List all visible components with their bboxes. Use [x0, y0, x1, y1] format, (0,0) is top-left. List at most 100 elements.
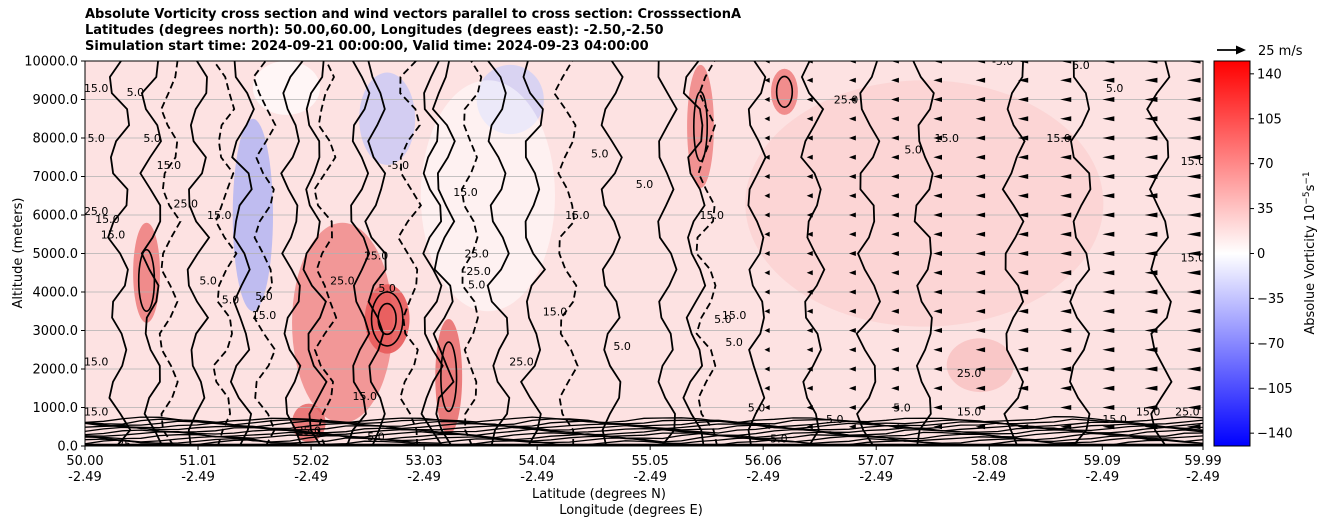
wind-vector — [891, 116, 899, 122]
contour-ring — [137, 248, 156, 313]
contour-label: 5.0 — [826, 413, 844, 426]
contour-label: 5.0 — [613, 340, 631, 353]
wind-vector — [933, 174, 943, 179]
contour-label: 15.0 — [722, 309, 747, 322]
wind-vector — [975, 308, 986, 314]
contour-ring — [377, 302, 397, 336]
wind-vector — [933, 251, 943, 256]
wind-vector — [1186, 251, 1201, 256]
wind-vector — [933, 328, 943, 333]
contour-label: 15.0 — [543, 305, 568, 318]
x-tick-label-latitude: 53.03 — [405, 454, 442, 469]
contour-label: -25.0 — [462, 265, 490, 278]
wind-vector — [891, 289, 899, 295]
wind-vector — [1017, 366, 1029, 372]
colorbar-tick-label: 0 — [1257, 247, 1265, 262]
wind-vector — [933, 154, 943, 160]
wind-vector — [1144, 231, 1158, 237]
wind-vector — [1186, 135, 1201, 141]
contour-ring — [370, 291, 404, 347]
quiver-key-label: 25 m/s — [1258, 44, 1303, 59]
wind-vector — [1017, 231, 1029, 237]
wind-vector — [1060, 385, 1072, 391]
x-tick-label-latitude: 58.08 — [971, 454, 1008, 469]
contour-line — [855, 61, 881, 446]
contour-label: 25.0 — [464, 248, 489, 261]
wind-vector — [806, 366, 813, 372]
contour-label: 15.0 — [101, 228, 126, 241]
contour-label: 25.0 — [834, 94, 859, 107]
contour-label: -5.0 — [388, 159, 409, 172]
wind-vector — [764, 366, 770, 372]
contour-label: 5.0 — [748, 402, 766, 415]
contour-label: 15.0 — [95, 213, 120, 226]
wind-vector — [975, 385, 986, 391]
x-tick-label-longitude: -2.49 — [407, 470, 441, 485]
wind-vector — [1060, 366, 1072, 372]
contour-line — [1001, 61, 1026, 446]
wind-vector — [1186, 174, 1201, 179]
wind-vector — [1017, 193, 1029, 199]
colorbar-gradient — [1213, 60, 1251, 447]
wind-vector — [1017, 405, 1029, 410]
wind-vector — [933, 308, 943, 314]
wind-vector — [1017, 251, 1029, 256]
wind-vector — [1017, 77, 1029, 83]
wind-vector — [1017, 385, 1029, 391]
wind-vector — [764, 385, 770, 391]
wind-vector — [891, 77, 899, 83]
wind-vector — [764, 212, 770, 218]
y-tick-label: 9000.0 — [33, 93, 79, 108]
contour-label: 15.0 — [84, 405, 109, 418]
wind-vector — [1144, 308, 1158, 314]
wind-vector — [1102, 424, 1115, 430]
wind-vector — [1017, 61, 1029, 64]
surface-contour — [85, 420, 1203, 428]
wind-vector — [848, 405, 856, 410]
x-axis: 50.00-2.4951.01-2.4952.02-2.4953.03-2.49… — [66, 446, 1222, 485]
contour-line — [520, 61, 547, 446]
contour-label: -5.0 — [992, 55, 1013, 68]
wind-vector — [806, 308, 813, 314]
contour-label: 5.0 — [143, 132, 161, 145]
wind-vector — [1186, 77, 1201, 83]
wind-vector — [848, 289, 856, 295]
contour-line — [212, 61, 238, 446]
contour-label: 15.0 — [353, 390, 378, 403]
colorbar: 140 105 70 35 0 −35 −70 −105 −140 Absolue Vortic… — [1213, 60, 1318, 447]
wind-vector — [848, 154, 856, 160]
vorticity-patch — [771, 68, 798, 115]
wind-vector — [975, 251, 986, 256]
wind-vector — [1060, 61, 1072, 64]
contour-label: 5.0 — [770, 432, 788, 445]
contour-label: 15.0 — [1181, 251, 1206, 264]
quiver-key-arrowhead — [1236, 45, 1246, 55]
wind-vector — [933, 212, 943, 218]
wind-vector — [975, 366, 986, 372]
wind-vector — [1060, 116, 1072, 122]
vorticity-patch — [946, 338, 1014, 393]
contour-label: 5.0 — [1106, 82, 1124, 95]
wind-vector — [1102, 231, 1115, 237]
y-tick-label: 2000.0 — [33, 363, 79, 378]
wind-vector — [975, 116, 986, 122]
wind-vector — [1017, 328, 1029, 333]
contour-line — [695, 61, 718, 446]
wind-vector — [1102, 116, 1115, 122]
y-tick-label: 0.0 — [57, 440, 78, 455]
wind-vector — [933, 116, 943, 122]
x-tick-label-latitude: 55.05 — [632, 454, 669, 469]
wind-vector — [1102, 347, 1115, 353]
wind-vector — [806, 154, 813, 160]
wind-vector — [891, 174, 899, 179]
vorticity-patch — [133, 222, 160, 323]
surface-contour — [85, 434, 1203, 443]
contour-line — [800, 61, 826, 446]
colorbar-label-base: Absolue Vorticity 10 — [1303, 205, 1318, 335]
wind-vector — [806, 135, 813, 141]
wind-vector — [848, 174, 856, 179]
contour-label: 5.0 — [367, 430, 385, 443]
vorticity-patch — [687, 64, 714, 189]
contour-line — [302, 61, 328, 446]
y-tick-label: 10000.0 — [24, 55, 78, 70]
